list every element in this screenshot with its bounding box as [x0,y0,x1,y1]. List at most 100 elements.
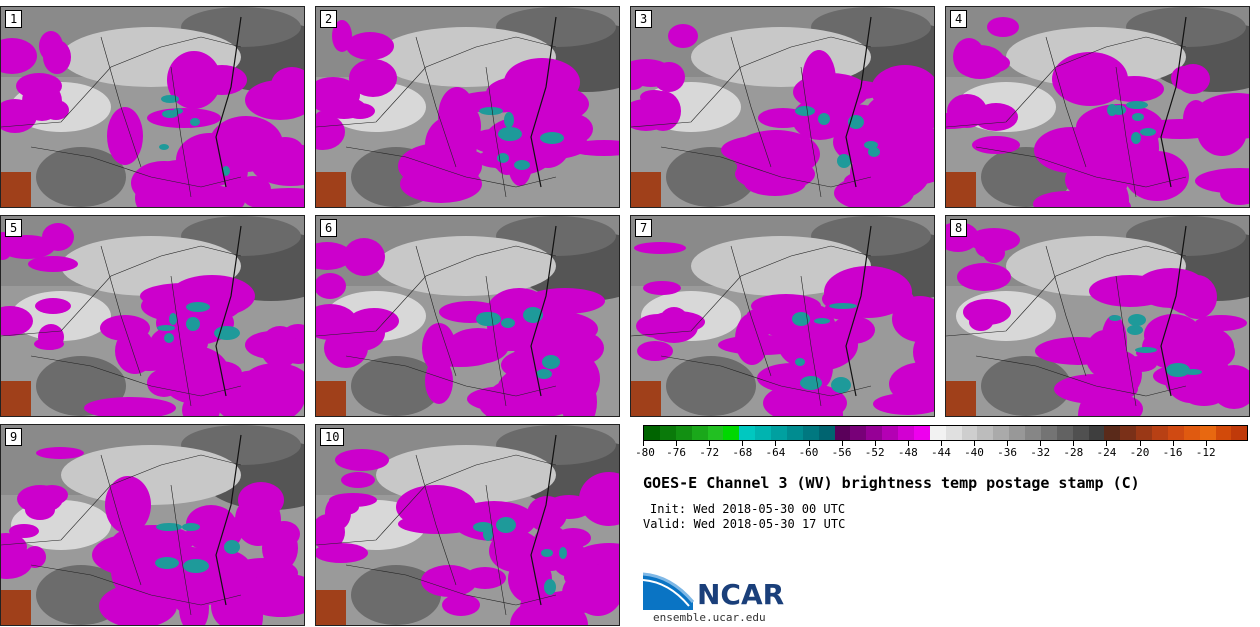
colorbar-tick-label: -56 [831,446,852,459]
colorbar-swatch [850,426,867,440]
init-time: Init: Wed 2018-05-30 00 UTC [650,502,846,516]
colorbar-swatch [1040,426,1057,440]
ensemble-url[interactable]: ensemble.ucar.edu [653,611,766,624]
panel-number: 10 [320,428,345,446]
colorbar-tick [874,441,876,446]
colorbar-swatch [882,426,898,440]
valid-time: Valid: Wed 2018-05-30 17 UTC [643,517,846,531]
colorbar-tick-label: -48 [897,446,918,459]
panel-number: 4 [950,10,968,28]
colorbar-swatch [1056,426,1073,440]
colorbar-tick-label: -68 [732,446,753,459]
colorbar-swatch [1183,426,1200,440]
colorbar-tick-label: -80 [635,446,655,459]
colorbar-swatch [786,426,803,440]
colorbar-tick [808,441,810,446]
map-panel-7: 7 [630,215,935,417]
map-panel-4: 4 [945,6,1250,208]
colorbar-tick-label: -24 [1096,446,1117,459]
colorbar-tick-label: -16 [1162,446,1183,459]
colorbar-tick [841,441,843,446]
map-panel-1: 1 [0,6,305,208]
map-panel-5: 5 [0,215,305,417]
colorbar-tick [676,441,678,446]
colorbar-swatch [1231,426,1248,440]
panel-number: 8 [950,219,968,237]
colorbar-swatch [739,426,756,440]
colorbar-swatch [993,426,1010,440]
colorbar-tick [1007,441,1009,446]
wv-map-image [316,7,619,207]
colorbar-swatch [1199,426,1216,440]
ncar-logo-text: NCAR [697,578,785,611]
colorbar-ticks: -80 -76 -72 -68 -64 -60 -56 -52 -48 -44 -40 -36 -32-… [635,441,1248,463]
colorbar-tick-label: -12 [1195,446,1216,459]
colorbar-swatch [866,426,883,440]
colorbar-tick [709,441,711,446]
colorbar-swatch [913,426,930,440]
colorbar-swatch [1025,426,1041,440]
wv-map-image [1,216,304,416]
colorbar-tick-label: -20 [1129,446,1150,459]
colorbar-tick [775,441,777,446]
colorbar-tick-label: -32 [1030,446,1051,459]
colorbar-tick [1205,441,1207,446]
map-panel-10: 10 [315,424,620,626]
colorbar-swatch [1167,426,1184,440]
colorbar-swatch [1072,426,1089,440]
colorbar-swatch [644,426,660,440]
panel-number: 7 [635,219,653,237]
panel-number: 5 [5,219,23,237]
colorbar-swatch [1088,426,1105,440]
colorbar-swatch [1009,426,1025,440]
wv-map-image [1,7,304,207]
colorbar-swatch [1215,426,1232,440]
panel-number: 1 [5,10,23,28]
map-panel-6: 6 [315,215,620,417]
colorbar-tick-label: -36 [997,446,1018,459]
colorbar-tick-label: -60 [798,446,819,459]
panel-number: 9 [5,428,23,446]
wv-map-image [631,7,934,207]
wv-map-image [631,216,934,416]
colorbar-tick-label: -44 [930,446,951,459]
map-panel-3: 3 [630,6,935,208]
colorbar-tick [1106,441,1108,446]
colorbar-swatch [898,426,914,440]
colorbar-swatch [834,426,851,440]
panel-number: 3 [635,10,653,28]
colorbar-tick [742,441,744,446]
colorbar-tick [1139,441,1141,446]
figure-title: GOES-E Channel 3 (WV) brightness temp po… [643,474,1140,492]
colorbar-swatch [675,426,692,440]
colorbar-tick [974,441,975,446]
colorbar-tick-label: -40 [964,446,984,459]
colorbar-tick [907,441,909,446]
colorbar-swatch [755,426,771,440]
colorbar-tick [1172,441,1174,446]
colorbar-swatch [659,426,676,440]
colorbar-swatch [929,426,946,440]
colorbar-swatch [945,426,962,440]
colorbar-tick [940,441,942,446]
colorbar-swatch [818,426,835,440]
colorbar-swatch [1104,426,1121,440]
colorbar-tick [643,441,644,446]
map-panel-9: 9 [0,424,305,626]
colorbar-swatch [771,426,787,440]
colorbar-tick-label: -52 [864,446,885,459]
colorbar-swatch [1120,426,1137,440]
wv-map-image [946,216,1249,416]
wv-map-image [316,216,619,416]
colorbar-tick-label: -72 [699,446,720,459]
colorbar-swatch [1152,426,1168,440]
colorbar-tick-label: -28 [1063,446,1084,459]
panel-number: 2 [320,10,338,28]
map-panel-2: 2 [315,6,620,208]
colorbar-tick-label: -76 [666,446,687,459]
colorbar-swatch [802,426,819,440]
wv-map-image [1,425,304,625]
ncar-logo-icon [643,572,695,610]
wv-map-image [946,7,1249,207]
colorbar-swatch [723,426,740,440]
